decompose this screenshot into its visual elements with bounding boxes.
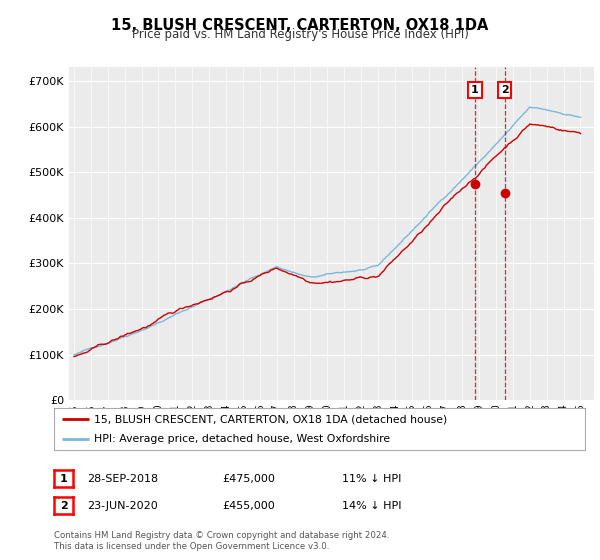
Text: This data is licensed under the Open Government Licence v3.0.: This data is licensed under the Open Gov… <box>54 542 329 551</box>
Text: 15, BLUSH CRESCENT, CARTERTON, OX18 1DA: 15, BLUSH CRESCENT, CARTERTON, OX18 1DA <box>112 18 488 33</box>
Text: 28-SEP-2018: 28-SEP-2018 <box>87 474 158 484</box>
Text: 2: 2 <box>500 85 508 95</box>
Text: Price paid vs. HM Land Registry's House Price Index (HPI): Price paid vs. HM Land Registry's House … <box>131 28 469 41</box>
Text: 1: 1 <box>60 474 67 484</box>
Text: £475,000: £475,000 <box>222 474 275 484</box>
Text: 2: 2 <box>60 501 67 511</box>
Text: 11% ↓ HPI: 11% ↓ HPI <box>342 474 401 484</box>
Text: HPI: Average price, detached house, West Oxfordshire: HPI: Average price, detached house, West… <box>94 434 390 444</box>
Text: 15, BLUSH CRESCENT, CARTERTON, OX18 1DA (detached house): 15, BLUSH CRESCENT, CARTERTON, OX18 1DA … <box>94 414 447 424</box>
Text: Contains HM Land Registry data © Crown copyright and database right 2024.: Contains HM Land Registry data © Crown c… <box>54 531 389 540</box>
Text: £455,000: £455,000 <box>222 501 275 511</box>
Text: 1: 1 <box>471 85 479 95</box>
Text: 14% ↓ HPI: 14% ↓ HPI <box>342 501 401 511</box>
Text: 23-JUN-2020: 23-JUN-2020 <box>87 501 158 511</box>
